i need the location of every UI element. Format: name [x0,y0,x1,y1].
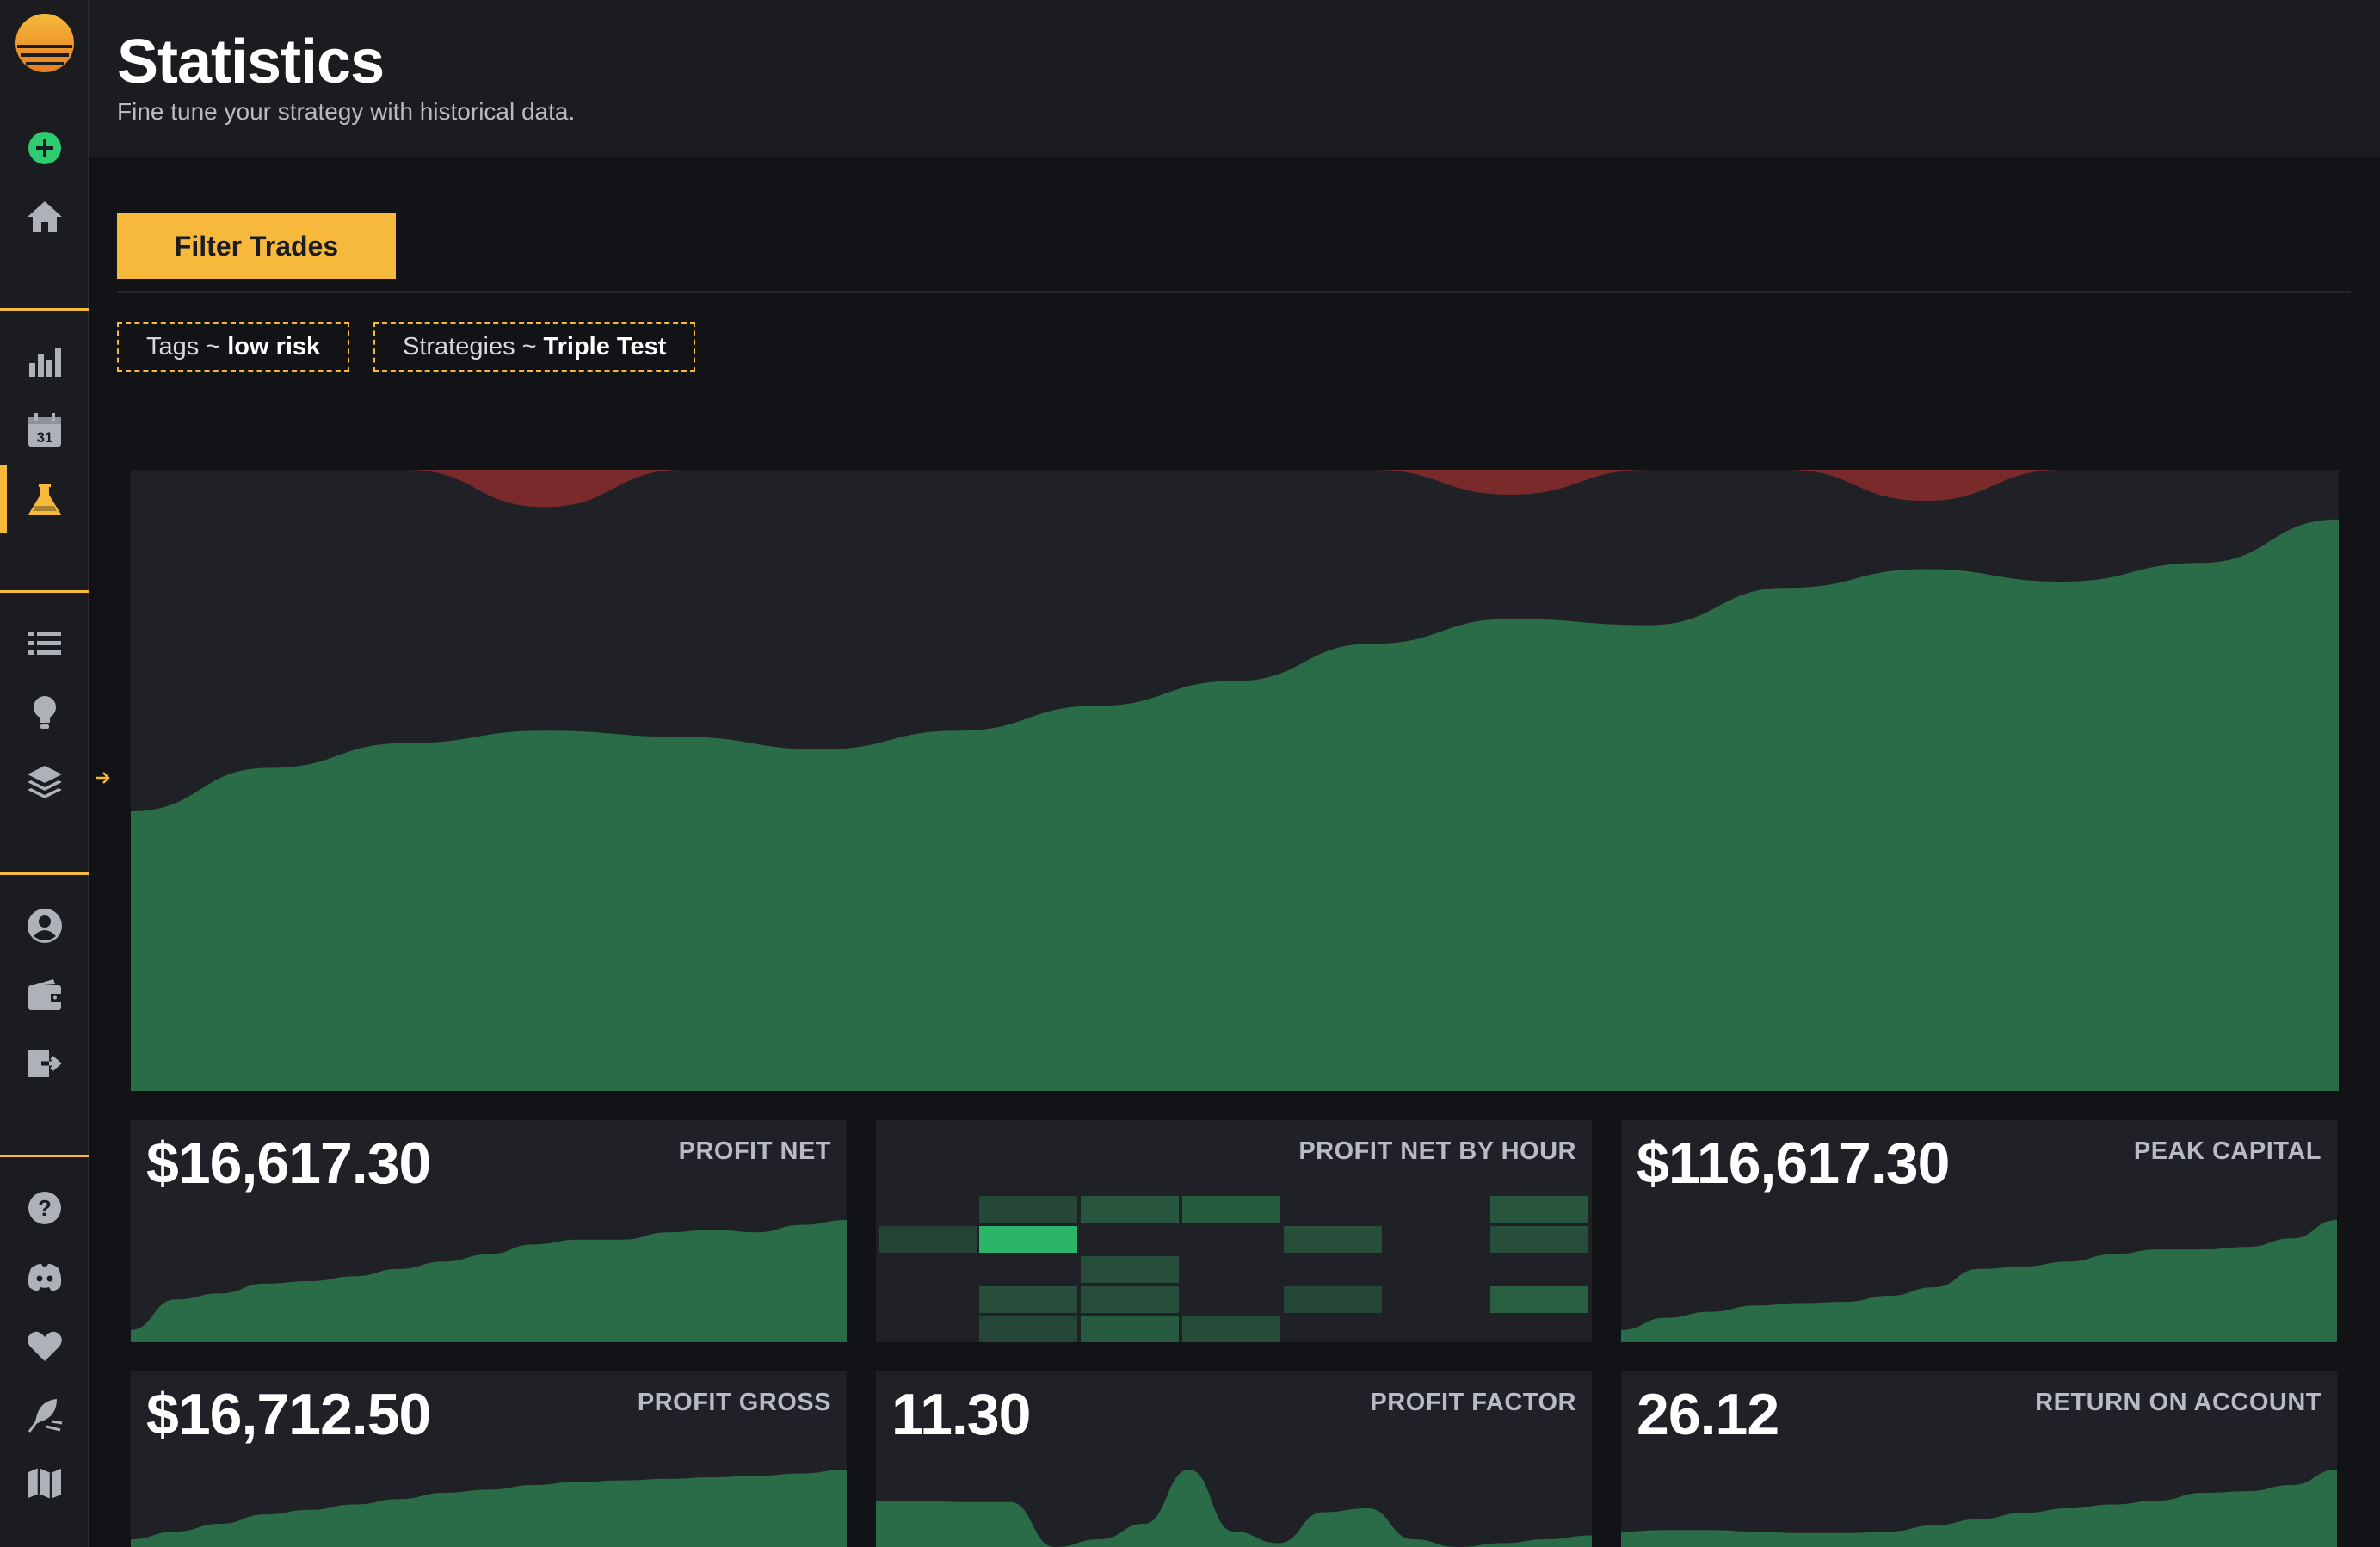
discord-icon[interactable] [22,1254,67,1299]
heatmap-cell [979,1316,1077,1342]
add-icon[interactable] [22,126,67,170]
sidebar-separator [0,590,89,593]
logo-icon[interactable] [12,10,77,76]
active-indicator [0,465,7,533]
filter-chip-strategies[interactable]: Strategies ~ Triple Test [373,322,696,372]
flask-icon[interactable] [22,477,67,521]
sparkline [131,1220,847,1342]
page-header: Statistics Fine tune your strategy with … [89,0,2380,157]
map-icon[interactable] [22,1461,67,1506]
sparkline-area [1621,1470,2337,1547]
heatmap-cell [1490,1226,1588,1253]
series-area-1 [131,470,2339,508]
sidebar-separator [0,1155,89,1157]
heatmap-cell [1081,1196,1179,1223]
card-value: $16,617.30 [146,1131,431,1196]
sidebar-separator [0,872,89,875]
home-icon[interactable] [22,194,67,239]
lightbulb-icon[interactable] [22,690,67,735]
sparkline [131,1470,847,1547]
card-label: RETURN ON ACCOUNT [2035,1389,2321,1416]
card-label: PEAK CAPITAL [2133,1137,2321,1165]
heatmap-cell [1081,1256,1179,1283]
card-profit-net-by-hour: PROFIT NET BY HOUR [876,1120,1592,1342]
heatmap-cell [879,1226,977,1253]
help-icon[interactable]: ? [22,1186,67,1230]
chip-separator: ~ [206,332,221,361]
feather-icon[interactable] [22,1392,67,1437]
card-value: 11.30 [891,1382,1031,1447]
filter-trades-button[interactable]: Filter Trades [117,213,396,279]
chip-key: Strategies [403,332,515,361]
sparkline [876,1470,1592,1547]
layers-icon[interactable] [22,759,67,804]
chip-value: Triple Test [543,332,667,361]
card-label: PROFIT NET [678,1137,831,1165]
calendar-icon[interactable]: 31 [22,408,67,453]
heatmap-cell [1182,1316,1280,1342]
heatmap-cell [1182,1196,1280,1223]
heart-icon[interactable] [22,1323,67,1368]
card-profit-factor: 11.30 PROFIT FACTOR [876,1371,1592,1547]
card-value: $16,712.50 [146,1382,431,1447]
sparkline-area [131,1220,847,1342]
logout-icon[interactable] [22,1041,67,1086]
heatmap-cell [1081,1286,1179,1313]
svg-text:?: ? [38,1195,52,1221]
chip-key: Tags [146,332,200,361]
card-value: 26.12 [1637,1382,1779,1447]
series-area-0 [131,519,2339,1091]
sparkline-area [131,1470,847,1547]
sidebar-separator [0,308,89,311]
divider [117,291,2351,293]
chip-value: low risk [227,332,321,361]
heatmap-cell [979,1286,1077,1313]
chip-separator: ~ [521,332,537,361]
equity-chart-svg [131,470,2339,1091]
card-label: PROFIT FACTOR [1370,1389,1576,1416]
user-icon[interactable] [22,903,67,948]
heatmap-cell [1081,1316,1179,1342]
card-return-on-account: 26.12 RETURN ON ACCOUNT [1621,1371,2337,1547]
filter-chip-tags[interactable]: Tags ~ low risk [117,322,350,372]
card-profit-gross: $16,712.50 PROFIT GROSS [131,1371,847,1547]
bar-chart-icon[interactable] [22,339,67,384]
sparkline [1621,1220,2337,1342]
heatmap-cell [979,1226,1077,1253]
equity-chart [131,470,2339,1091]
list-icon[interactable] [22,621,67,666]
sparkline-area [876,1470,1592,1547]
sparkline [1621,1470,2337,1547]
heatmap-cell [1490,1196,1588,1223]
heatmap-cell [1284,1226,1382,1253]
heatmap-cell [1490,1286,1588,1313]
expand-arrow-icon[interactable] [93,767,114,788]
heatmap-cell [979,1196,1077,1223]
sparkline-area [1621,1220,2337,1342]
heatmap-cell [1284,1286,1382,1313]
card-label: PROFIT NET BY HOUR [1298,1137,1576,1165]
calendar-day: 31 [37,429,53,446]
card-profit-net: $16,617.30 PROFIT NET [131,1120,847,1342]
page-subtitle: Fine tune your strategy with historical … [117,98,576,125]
page-title: Statistics [117,28,385,96]
card-peak-capital: $116,617.30 PEAK CAPITAL [1621,1120,2337,1342]
card-label: PROFIT GROSS [637,1389,831,1416]
wallet-icon[interactable] [22,972,67,1017]
sidebar: 31 ? [0,0,110,1547]
card-value: $116,617.30 [1637,1131,1950,1196]
